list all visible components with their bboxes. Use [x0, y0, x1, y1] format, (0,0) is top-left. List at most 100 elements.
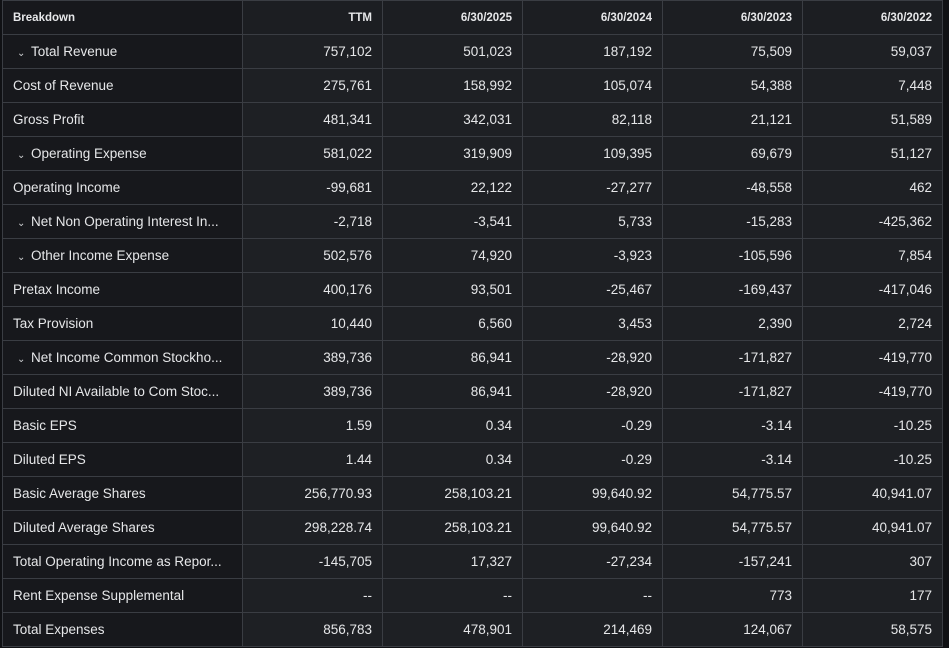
value-cell: 462 — [802, 170, 943, 205]
row-label-text: Operating Expense — [31, 146, 147, 161]
value-cell: 1.44 — [242, 442, 383, 477]
value-cell: -417,046 — [802, 272, 943, 307]
table-row: Pretax Income 400,176 93,501 -25,467 -169,43… — [2, 272, 943, 307]
row-label-text: Diluted EPS — [13, 452, 86, 467]
value-cell: -27,234 — [522, 544, 663, 579]
row-label[interactable]: ⌄ Net Non Operating Interest In... — [2, 204, 243, 239]
value-cell: 21,121 — [662, 102, 803, 137]
value-cell: 2,724 — [802, 306, 943, 341]
table-row: ⌄ Other Income Expense 502,576 74,920 -3,923… — [2, 238, 943, 273]
row-label: Diluted NI Available to Com Stoc... — [2, 374, 243, 409]
value-cell: 7,448 — [802, 68, 943, 103]
row-label[interactable]: ⌄ Net Income Common Stockho... — [2, 340, 243, 375]
row-label: Diluted EPS — [2, 442, 243, 477]
value-cell: -3.14 — [662, 408, 803, 443]
row-label-text: Net Income Common Stockho... — [31, 350, 223, 365]
value-cell: -28,920 — [522, 374, 663, 409]
value-cell: 86,941 — [382, 374, 523, 409]
value-cell: -169,437 — [662, 272, 803, 307]
value-cell: -25,467 — [522, 272, 663, 307]
row-label-text: Basic Average Shares — [13, 486, 146, 501]
value-cell: 6,560 — [382, 306, 523, 341]
value-cell: 75,509 — [662, 34, 803, 69]
chevron-down-icon[interactable]: ⌄ — [17, 252, 26, 263]
row-label-text: Net Non Operating Interest In... — [31, 214, 219, 229]
value-cell: 0.34 — [382, 408, 523, 443]
table-row: Total Expenses 856,783 478,901 214,469 124,0… — [2, 612, 943, 647]
row-label-text: Gross Profit — [13, 112, 85, 127]
chevron-down-icon[interactable]: ⌄ — [17, 48, 26, 59]
chevron-down-icon[interactable]: ⌄ — [17, 218, 26, 229]
row-label: Total Operating Income as Repor... — [2, 544, 243, 579]
row-label: Tax Provision — [2, 306, 243, 341]
value-cell: 17,327 — [382, 544, 523, 579]
row-label: Gross Profit — [2, 102, 243, 137]
row-label-text: Cost of Revenue — [13, 78, 114, 93]
value-cell: 501,023 — [382, 34, 523, 69]
value-cell: 3,453 — [522, 306, 663, 341]
value-cell: 400,176 — [242, 272, 383, 307]
value-cell: 58,575 — [802, 612, 943, 647]
value-cell: 389,736 — [242, 340, 383, 375]
table-row: Diluted Average Shares 298,228.74 258,103.… — [2, 510, 943, 545]
value-cell: -28,920 — [522, 340, 663, 375]
row-label-text: Rent Expense Supplemental — [13, 588, 185, 603]
table-row: ⌄ Total Revenue 757,102 501,023 187,192 75,50… — [2, 34, 943, 69]
table-row: Diluted EPS 1.44 0.34 -0.29 -3.14 -10.25 — [2, 442, 943, 477]
chevron-down-icon[interactable]: ⌄ — [17, 354, 26, 365]
row-label[interactable]: ⌄ Total Revenue — [2, 34, 243, 69]
value-cell: -3,923 — [522, 238, 663, 273]
value-cell: 59,037 — [802, 34, 943, 69]
row-label-text: Pretax Income — [13, 282, 101, 297]
value-cell: 99,640.92 — [522, 476, 663, 511]
value-cell: 69,679 — [662, 136, 803, 171]
row-label-text: Diluted Average Shares — [13, 520, 155, 535]
column-header-period: 6/30/2024 — [522, 0, 663, 35]
row-label: Pretax Income — [2, 272, 243, 307]
value-cell: -99,681 — [242, 170, 383, 205]
value-cell: -157,241 — [662, 544, 803, 579]
table-row: ⌄ Operating Expense 581,022 319,909 109,395 6… — [2, 136, 943, 171]
value-cell: 0.34 — [382, 442, 523, 477]
chevron-down-icon[interactable]: ⌄ — [17, 150, 26, 161]
value-cell: 258,103.21 — [382, 510, 523, 545]
table-row: ⌄ Net Non Operating Interest In... -2,718-… — [2, 204, 943, 239]
value-cell: 342,031 — [382, 102, 523, 137]
value-cell: 74,920 — [382, 238, 523, 273]
value-cell: -27,277 — [522, 170, 663, 205]
value-cell: -10.25 — [802, 408, 943, 443]
value-cell: 99,640.92 — [522, 510, 663, 545]
value-cell: -10.25 — [802, 442, 943, 477]
value-cell: 307 — [802, 544, 943, 579]
value-cell: 773 — [662, 578, 803, 613]
value-cell: -- — [522, 578, 663, 613]
value-cell: -15,283 — [662, 204, 803, 239]
row-label: Cost of Revenue — [2, 68, 243, 103]
value-cell: 86,941 — [382, 340, 523, 375]
table-row: Diluted NI Available to Com Stoc... 389,7… — [2, 374, 943, 409]
value-cell: 389,736 — [242, 374, 383, 409]
value-cell: 214,469 — [522, 612, 663, 647]
table-row: Total Operating Income as Repor... -145,7… — [2, 544, 943, 579]
value-cell: 7,854 — [802, 238, 943, 273]
table-row: Gross Profit 481,341 342,031 82,118 21,121 51… — [2, 102, 943, 137]
value-cell: 856,783 — [242, 612, 383, 647]
value-cell: 319,909 — [382, 136, 523, 171]
value-cell: 158,992 — [382, 68, 523, 103]
value-cell: -2,718 — [242, 204, 383, 239]
value-cell: -- — [242, 578, 383, 613]
value-cell: 256,770.93 — [242, 476, 383, 511]
row-label[interactable]: ⌄ Operating Expense — [2, 136, 243, 171]
value-cell: 298,228.74 — [242, 510, 383, 545]
row-label-text: Other Income Expense — [31, 248, 170, 263]
value-cell: -145,705 — [242, 544, 383, 579]
row-label-text: Total Expenses — [13, 622, 105, 637]
value-cell: 5,733 — [522, 204, 663, 239]
row-label[interactable]: ⌄ Other Income Expense — [2, 238, 243, 273]
value-cell: 481,341 — [242, 102, 383, 137]
value-cell: -3,541 — [382, 204, 523, 239]
row-label-text: Tax Provision — [13, 316, 94, 331]
value-cell: -171,827 — [662, 340, 803, 375]
row-label-text: Basic EPS — [13, 418, 77, 433]
value-cell: 757,102 — [242, 34, 383, 69]
